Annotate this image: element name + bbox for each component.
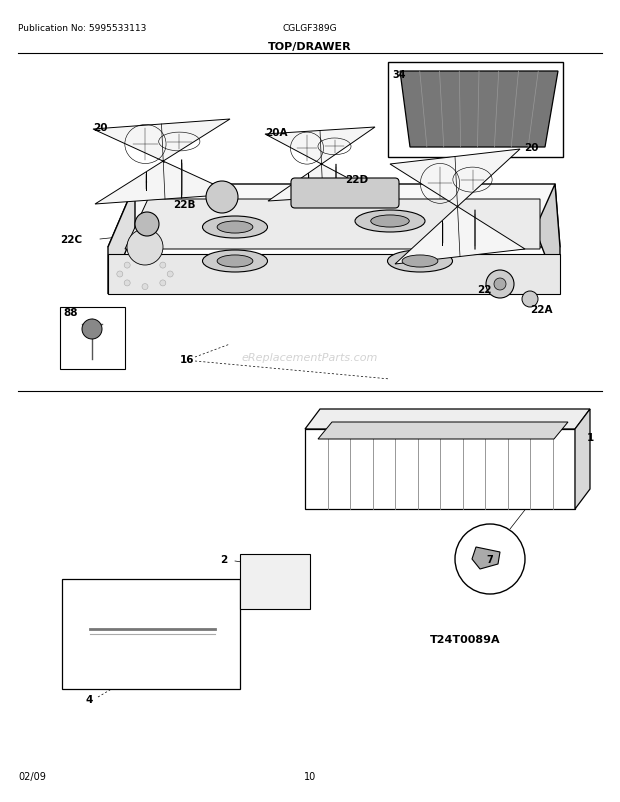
- Ellipse shape: [371, 216, 409, 228]
- Polygon shape: [305, 429, 575, 509]
- Polygon shape: [265, 128, 378, 202]
- Polygon shape: [93, 119, 235, 205]
- Polygon shape: [575, 410, 590, 509]
- Ellipse shape: [402, 256, 438, 268]
- Text: 88: 88: [63, 308, 78, 318]
- Text: 10: 10: [304, 771, 316, 781]
- Bar: [388, 63, 563, 158]
- Ellipse shape: [355, 211, 425, 233]
- Polygon shape: [108, 184, 135, 294]
- Polygon shape: [535, 184, 560, 294]
- Polygon shape: [62, 579, 240, 689]
- Circle shape: [206, 182, 238, 214]
- Circle shape: [167, 272, 173, 277]
- Text: CGLGF389G: CGLGF389G: [283, 24, 337, 33]
- Text: 4: 4: [85, 695, 92, 704]
- Text: 20A: 20A: [265, 128, 288, 138]
- Text: 02/09: 02/09: [18, 771, 46, 781]
- Text: 22C: 22C: [60, 235, 82, 245]
- Ellipse shape: [217, 221, 253, 233]
- Circle shape: [127, 229, 163, 265]
- Ellipse shape: [203, 251, 267, 273]
- Text: eReplacementParts.com: eReplacementParts.com: [242, 353, 378, 363]
- Text: T24T0089A: T24T0089A: [430, 634, 500, 644]
- Circle shape: [135, 213, 159, 237]
- Text: 22B: 22B: [173, 200, 195, 210]
- Polygon shape: [400, 72, 558, 148]
- Text: 2: 2: [220, 554, 228, 565]
- Text: TOP/DRAWER: TOP/DRAWER: [268, 42, 352, 52]
- Circle shape: [124, 281, 130, 286]
- Circle shape: [124, 263, 130, 269]
- Polygon shape: [305, 410, 590, 429]
- Circle shape: [455, 525, 525, 594]
- Ellipse shape: [388, 251, 453, 273]
- Text: 22D: 22D: [345, 175, 368, 184]
- Text: 1: 1: [587, 432, 594, 443]
- Polygon shape: [108, 184, 560, 248]
- Circle shape: [160, 281, 166, 286]
- Polygon shape: [472, 547, 500, 569]
- FancyBboxPatch shape: [291, 179, 399, 209]
- Text: 34: 34: [392, 70, 405, 80]
- Circle shape: [522, 292, 538, 308]
- Text: 22: 22: [477, 285, 492, 294]
- Circle shape: [160, 263, 166, 269]
- Text: 22A: 22A: [530, 305, 552, 314]
- Circle shape: [486, 270, 514, 298]
- Polygon shape: [240, 554, 310, 610]
- Text: 7: 7: [487, 554, 494, 565]
- Text: 20: 20: [524, 143, 539, 153]
- Ellipse shape: [217, 256, 253, 268]
- Circle shape: [142, 284, 148, 290]
- Circle shape: [82, 320, 102, 339]
- Text: 20: 20: [93, 123, 107, 133]
- Polygon shape: [108, 255, 560, 294]
- Ellipse shape: [203, 217, 267, 239]
- Text: 16: 16: [180, 354, 195, 365]
- Circle shape: [142, 259, 148, 265]
- Text: Publication No: 5995533113: Publication No: 5995533113: [18, 24, 146, 33]
- Circle shape: [117, 272, 123, 277]
- Circle shape: [494, 278, 506, 290]
- Bar: [60, 308, 125, 370]
- Polygon shape: [318, 423, 568, 439]
- Polygon shape: [390, 150, 525, 265]
- Polygon shape: [125, 200, 540, 249]
